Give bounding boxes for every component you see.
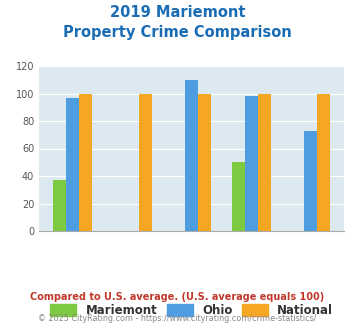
Text: Property Crime Comparison: Property Crime Comparison bbox=[63, 25, 292, 40]
Bar bbox=[185, 80, 198, 231]
Bar bbox=[79, 93, 92, 231]
Bar bbox=[304, 131, 317, 231]
Bar bbox=[198, 93, 211, 231]
Text: 2019 Mariemont: 2019 Mariemont bbox=[110, 5, 245, 20]
Bar bbox=[231, 162, 245, 231]
Bar bbox=[317, 93, 331, 231]
Bar bbox=[66, 98, 79, 231]
Bar bbox=[258, 93, 271, 231]
Bar bbox=[53, 180, 66, 231]
Text: Compared to U.S. average. (U.S. average equals 100): Compared to U.S. average. (U.S. average … bbox=[31, 292, 324, 302]
Legend: Mariemont, Ohio, National: Mariemont, Ohio, National bbox=[45, 300, 338, 322]
Bar bbox=[245, 96, 258, 231]
Bar bbox=[139, 93, 152, 231]
Text: © 2025 CityRating.com - https://www.cityrating.com/crime-statistics/: © 2025 CityRating.com - https://www.city… bbox=[38, 314, 317, 323]
